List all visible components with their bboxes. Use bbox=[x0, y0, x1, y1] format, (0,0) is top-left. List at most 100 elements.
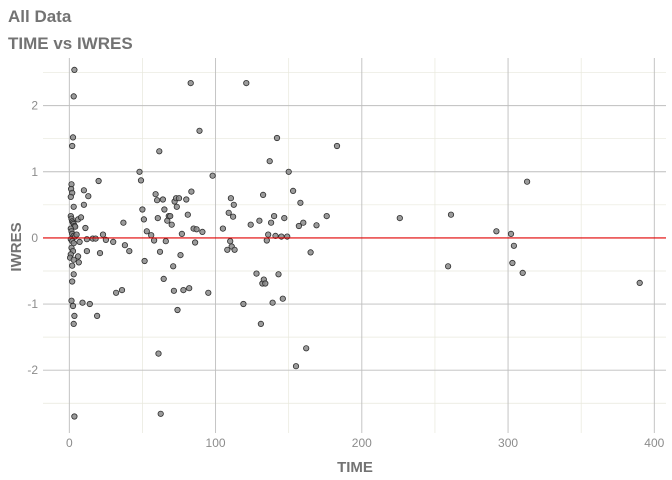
data-point bbox=[69, 262, 76, 269]
data-point bbox=[69, 302, 77, 310]
data-point bbox=[183, 196, 190, 203]
data-point bbox=[156, 248, 164, 255]
data-point bbox=[230, 213, 237, 220]
data-point bbox=[444, 263, 452, 270]
data-point bbox=[175, 195, 183, 202]
x-tick-labels: 0 100 200 300 400 bbox=[66, 436, 665, 450]
data-point bbox=[148, 232, 155, 239]
data-point bbox=[281, 215, 288, 222]
data-point bbox=[71, 413, 78, 420]
data-point bbox=[70, 271, 77, 278]
data-point bbox=[270, 213, 278, 220]
data-point bbox=[155, 350, 162, 357]
data-point bbox=[256, 217, 263, 224]
data-point bbox=[292, 363, 300, 370]
data-point bbox=[75, 259, 82, 266]
chart-title: All Data bbox=[8, 7, 72, 26]
data-point bbox=[80, 187, 88, 194]
data-point bbox=[118, 286, 126, 294]
chart-subtitle: TIME vs IWRES bbox=[8, 34, 133, 53]
data-point bbox=[68, 297, 75, 304]
data-point bbox=[86, 300, 93, 308]
data-point bbox=[636, 279, 643, 286]
data-point bbox=[156, 148, 163, 155]
data-point bbox=[67, 193, 74, 200]
data-point bbox=[154, 215, 161, 222]
data-point bbox=[75, 253, 82, 260]
data-point bbox=[275, 271, 282, 278]
data-point bbox=[160, 275, 167, 282]
data-point bbox=[225, 209, 232, 216]
data-point bbox=[507, 230, 515, 237]
data-point bbox=[70, 320, 77, 327]
data-point bbox=[279, 295, 286, 302]
data-point bbox=[157, 410, 164, 417]
x-tick-label: 400 bbox=[644, 436, 664, 450]
data-point bbox=[73, 231, 80, 238]
y-axis-title: IWRES bbox=[8, 222, 25, 271]
data-point bbox=[493, 228, 500, 235]
data-point bbox=[303, 345, 310, 352]
y-tick-label: 2 bbox=[31, 99, 38, 113]
data-point bbox=[121, 242, 129, 249]
data-point bbox=[170, 263, 177, 270]
data-point bbox=[83, 248, 91, 255]
data-point bbox=[143, 228, 150, 235]
data-point bbox=[240, 300, 247, 308]
data-point bbox=[102, 236, 110, 243]
data-point bbox=[162, 238, 169, 245]
data-point bbox=[273, 134, 281, 142]
data-point bbox=[69, 278, 76, 285]
data-point bbox=[174, 306, 181, 314]
data-point bbox=[193, 226, 200, 233]
data-point bbox=[219, 225, 226, 232]
data-point bbox=[253, 270, 260, 277]
data-point bbox=[227, 238, 234, 245]
data-point bbox=[139, 206, 146, 213]
data-point bbox=[227, 195, 234, 202]
data-point bbox=[76, 238, 83, 245]
data-point bbox=[152, 191, 159, 198]
data-point bbox=[307, 249, 314, 256]
data-point bbox=[151, 237, 158, 244]
data-point bbox=[267, 219, 275, 226]
data-point bbox=[80, 201, 88, 208]
data-point bbox=[300, 219, 307, 226]
data-point bbox=[82, 224, 89, 232]
major-gridlines bbox=[43, 58, 666, 433]
data-point bbox=[126, 248, 133, 255]
data-point bbox=[323, 213, 330, 220]
data-point bbox=[199, 228, 206, 235]
x-tick-label: 200 bbox=[352, 436, 372, 450]
data-point bbox=[137, 177, 145, 184]
data-point bbox=[180, 286, 187, 294]
data-point bbox=[71, 66, 78, 74]
data-point bbox=[70, 203, 77, 210]
data-point bbox=[69, 142, 76, 150]
data-point bbox=[85, 193, 92, 200]
data-point bbox=[289, 187, 297, 194]
data-point bbox=[523, 178, 531, 185]
data-point bbox=[95, 177, 102, 185]
data-point bbox=[70, 256, 77, 263]
data-point bbox=[96, 250, 104, 257]
data-point bbox=[92, 235, 99, 242]
data-point bbox=[224, 246, 231, 253]
data-point bbox=[140, 216, 147, 223]
data-point bbox=[205, 289, 212, 296]
data-point bbox=[79, 299, 86, 306]
data-point bbox=[161, 206, 168, 213]
data-point bbox=[178, 230, 185, 237]
data-point bbox=[159, 196, 166, 203]
data-point bbox=[519, 269, 526, 276]
y-tick-labels: -2 -1 0 1 2 bbox=[27, 99, 38, 378]
data-point bbox=[262, 280, 269, 287]
data-point bbox=[177, 252, 184, 259]
x-tick-label: 0 bbox=[66, 436, 73, 450]
data-point bbox=[257, 320, 264, 327]
data-point bbox=[77, 214, 85, 221]
data-point bbox=[269, 299, 276, 306]
data-point bbox=[396, 215, 403, 222]
data-point bbox=[297, 199, 304, 206]
data-points bbox=[67, 66, 643, 420]
